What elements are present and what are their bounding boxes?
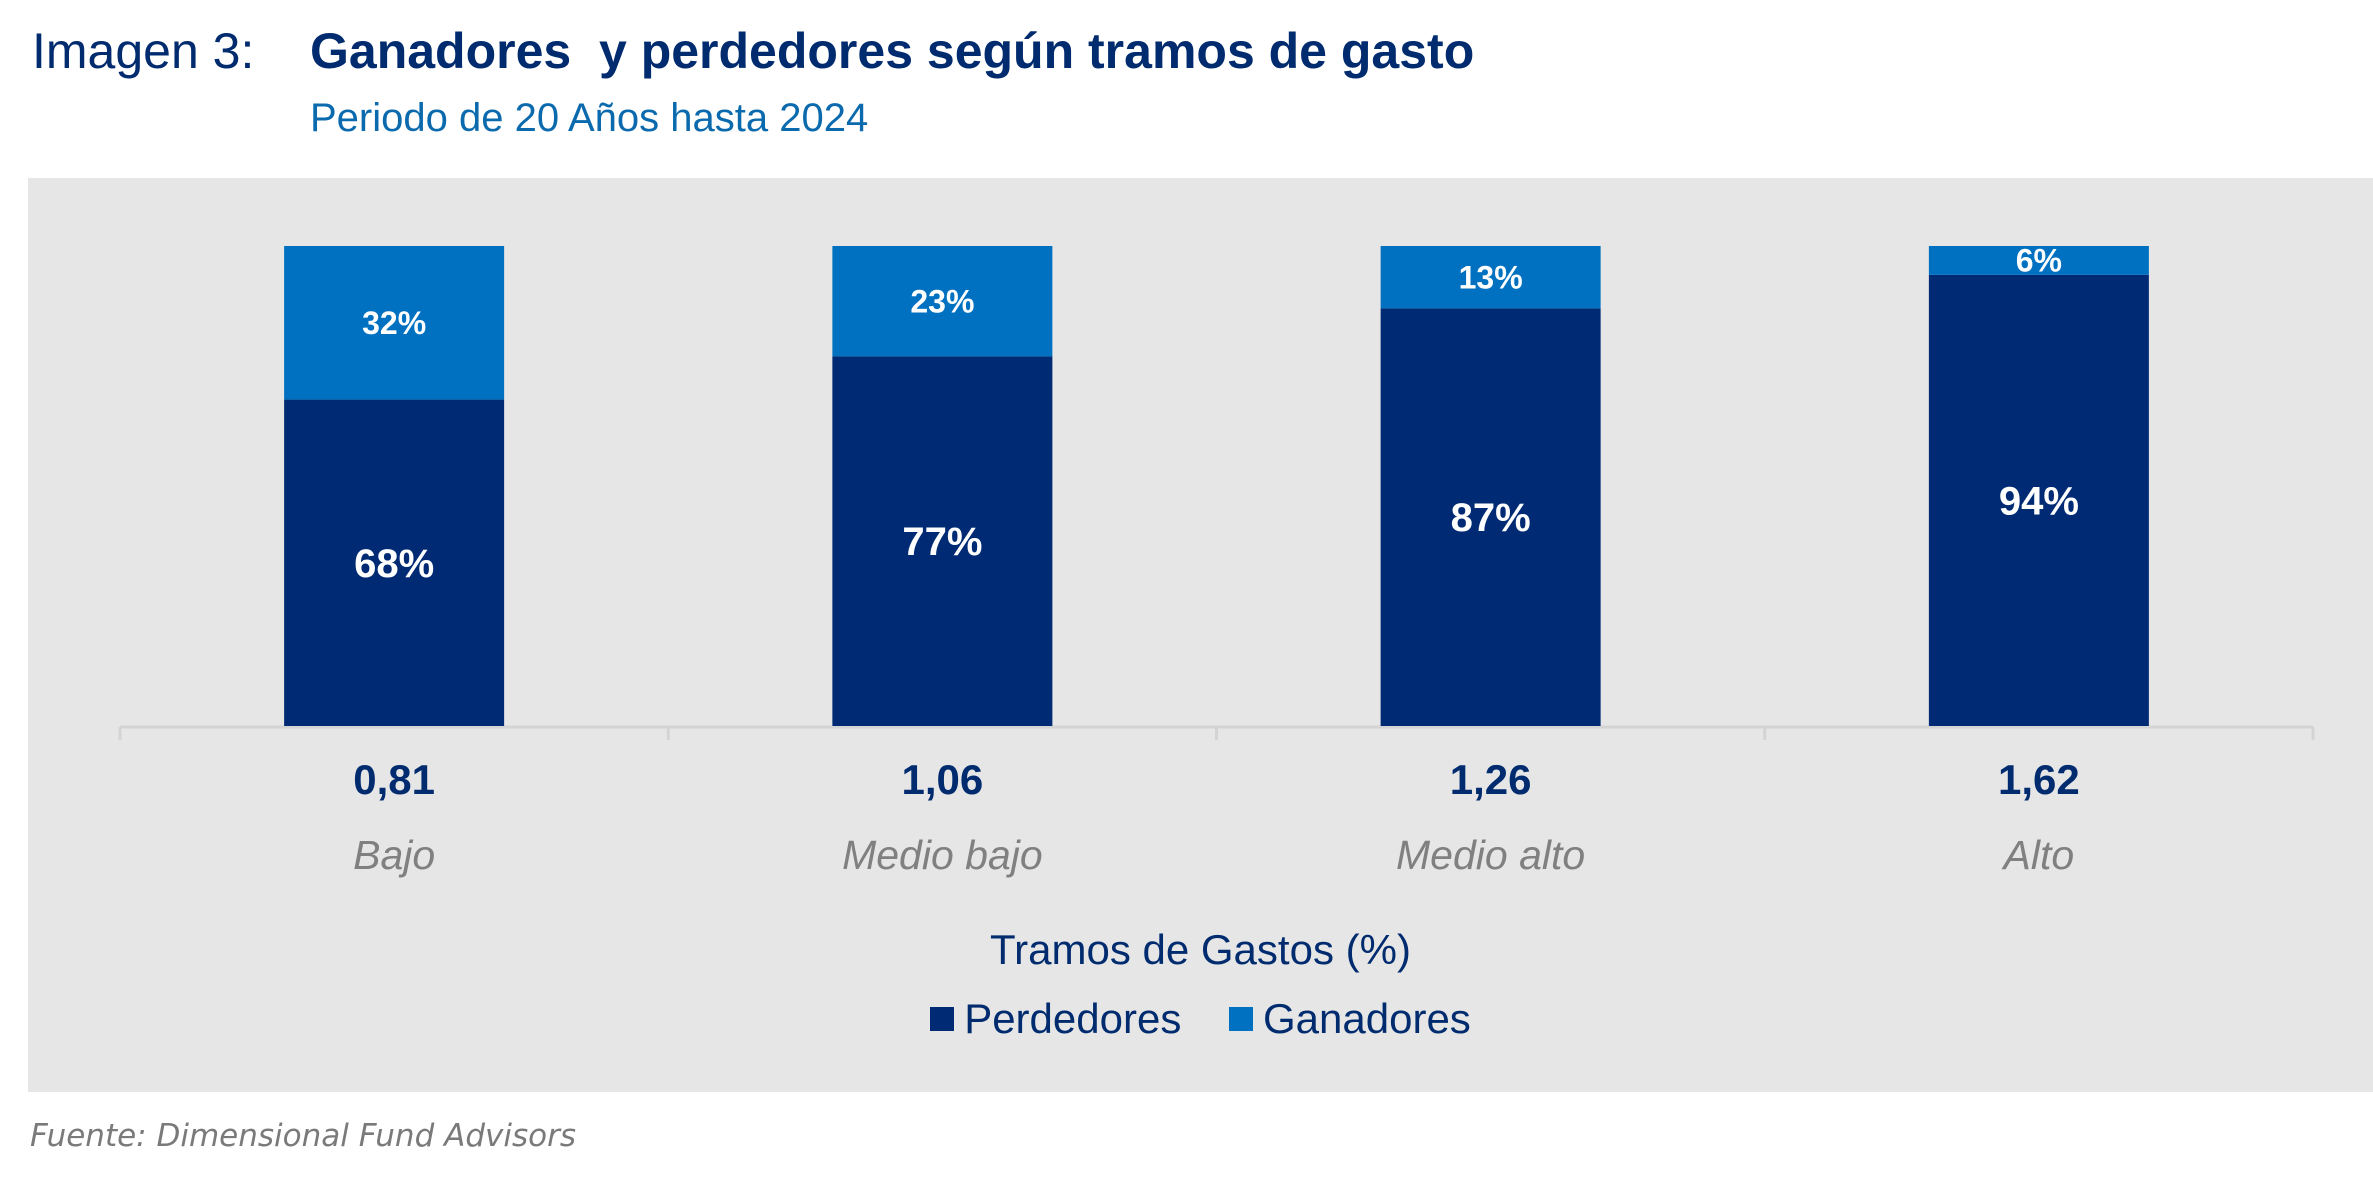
bar-ganadores-1: [284, 246, 505, 400]
category-label: Bajo: [353, 832, 435, 878]
legend-item-perdedores: Perdedores: [930, 995, 1181, 1043]
legend-label-perdedores: Perdedores: [964, 994, 1182, 1042]
data-label-ganadores-2: 23%: [910, 283, 974, 319]
bar-perdedores-3: [1380, 308, 1601, 726]
chart-header: Imagen 3: Ganadores y perdedores según t…: [0, 0, 2373, 170]
category-value-label: 1,06: [902, 756, 984, 803]
legend: Perdedores Ganadores: [28, 992, 2373, 1043]
data-label-perdedores-3: 87%: [1451, 496, 1531, 540]
category-label: Medio bajo: [842, 832, 1043, 878]
data-label-perdedores-1: 68%: [354, 542, 434, 586]
bar-perdedores-4: [1928, 274, 2149, 726]
data-label-ganadores-3: 13%: [1459, 259, 1523, 295]
chart-title: Ganadores y perdedores según tramos de g…: [310, 23, 1475, 79]
category-label: Alto: [2001, 832, 2075, 878]
data-label-perdedores-2: 77%: [902, 520, 982, 564]
bar-perdedores-2: [832, 356, 1053, 726]
bar-ganadores-2: [832, 246, 1053, 357]
data-label-ganadores-4: 6%: [2016, 243, 2062, 279]
bar-perdedores-1: [284, 399, 505, 726]
data-label-ganadores-1: 32%: [362, 305, 426, 341]
category-value-label: 1,26: [1450, 756, 1532, 803]
x-axis-title: Tramos de Gastos (%): [990, 926, 1411, 973]
stacked-bar-chart: 68% 32% 0,81 Bajo 77% 23% 1,06 Medio bajo 87% 13%…: [118, 243, 2315, 878]
category-label: Medio alto: [1396, 832, 1585, 878]
bar-ganadores-4: [1928, 246, 2149, 275]
legend-swatch-perdedores: [930, 1006, 955, 1031]
chart-subtitle: Periodo de 20 Años hasta 2024: [310, 96, 869, 140]
source-note: Fuente: Dimensional Fund Advisors: [30, 1118, 576, 1154]
legend-label-ganadores: Ganadores: [1263, 994, 1471, 1042]
data-label-perdedores-4: 94%: [1999, 479, 2079, 523]
legend-swatch-ganadores: [1229, 1006, 1253, 1031]
category-value-label: 1,62: [1998, 756, 2080, 803]
bar-ganadores-3: [1380, 246, 1601, 309]
figure-label: Imagen 3:: [32, 23, 255, 79]
chart-panel: 68% 32% 0,81 Bajo 77% 23% 1,06 Medio bajo 87% 13%…: [28, 178, 2373, 1092]
category-value-label: 0,81: [353, 756, 435, 803]
legend-item-ganadores: Ganadores: [1229, 995, 1471, 1043]
